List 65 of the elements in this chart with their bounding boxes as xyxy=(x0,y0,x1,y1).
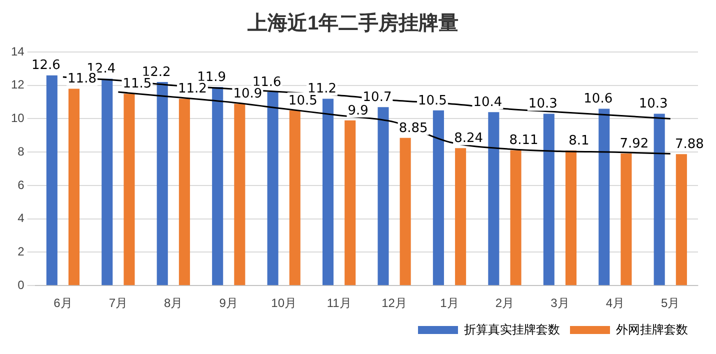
x-tick-label: 4月 xyxy=(606,296,625,310)
y-tick-label: 10 xyxy=(10,111,25,126)
x-tick-label: 10月 xyxy=(271,296,297,310)
y-tick-label: 0 xyxy=(18,278,25,292)
bar xyxy=(68,88,80,286)
bar xyxy=(234,104,246,286)
bar xyxy=(400,138,411,286)
data-label: 10.7 xyxy=(362,90,392,105)
bar xyxy=(432,110,444,286)
bar xyxy=(322,98,334,286)
x-tick-label: 11月 xyxy=(326,296,352,310)
data-label: 9.9 xyxy=(348,103,368,118)
bar xyxy=(510,150,522,286)
data-label: 8.85 xyxy=(398,120,428,136)
y-tick-label: 14 xyxy=(10,44,25,58)
data-label: 7.88 xyxy=(674,136,704,152)
y-tick-label: 2 xyxy=(18,244,25,259)
data-label: 10.5 xyxy=(418,93,447,108)
data-label: 10.4 xyxy=(473,94,502,110)
data-label: 11.5 xyxy=(122,76,152,92)
data-label: 12.6 xyxy=(31,58,60,74)
bar xyxy=(289,110,300,286)
y-tick-label: 8 xyxy=(18,144,25,158)
data-label: 8.11 xyxy=(509,133,538,148)
data-label: 10.5 xyxy=(288,93,318,108)
bar xyxy=(488,112,500,286)
y-tick-label: 12 xyxy=(10,78,25,92)
x-tick-label: 5月 xyxy=(661,296,680,310)
bar xyxy=(46,75,58,286)
bar xyxy=(455,148,466,286)
bar xyxy=(212,87,224,286)
legend-label: 折算真实挂牌套数 xyxy=(464,322,560,336)
bar xyxy=(565,150,577,286)
x-tick-label: 1月 xyxy=(440,296,459,310)
bar xyxy=(378,107,389,286)
bar xyxy=(543,114,554,286)
data-label: 8.1 xyxy=(568,133,590,148)
legend-label: 外网挂牌套数 xyxy=(616,322,688,336)
bar xyxy=(620,153,632,286)
data-label: 11.2 xyxy=(178,82,207,97)
bar xyxy=(178,98,190,286)
x-tick-label: 12月 xyxy=(382,296,407,310)
x-tick-label: 7月 xyxy=(108,296,128,310)
x-tick-label: 8月 xyxy=(164,296,183,310)
bar xyxy=(102,78,113,286)
data-label: 10.3 xyxy=(638,96,668,112)
data-label: 10.3 xyxy=(528,96,558,112)
bar xyxy=(156,82,168,286)
chart-title: 上海近1年二手房挂牌量 xyxy=(246,12,459,35)
data-label: 10.9 xyxy=(233,86,262,102)
bar xyxy=(124,94,135,286)
data-label: 8.24 xyxy=(454,130,484,146)
x-tick-label: 6月 xyxy=(54,296,72,310)
bar xyxy=(598,108,610,286)
data-label: 7.92 xyxy=(620,136,649,152)
bar xyxy=(654,114,665,286)
data-label: 10.6 xyxy=(584,92,613,107)
bar xyxy=(676,154,687,286)
y-tick-label: 4 xyxy=(18,211,25,226)
bar xyxy=(344,120,356,286)
y-tick-label: 6 xyxy=(18,178,25,192)
x-tick-label: 9月 xyxy=(219,296,238,310)
bar xyxy=(267,92,278,286)
x-tick-label: 3月 xyxy=(550,296,570,310)
x-tick-label: 2月 xyxy=(495,296,514,310)
